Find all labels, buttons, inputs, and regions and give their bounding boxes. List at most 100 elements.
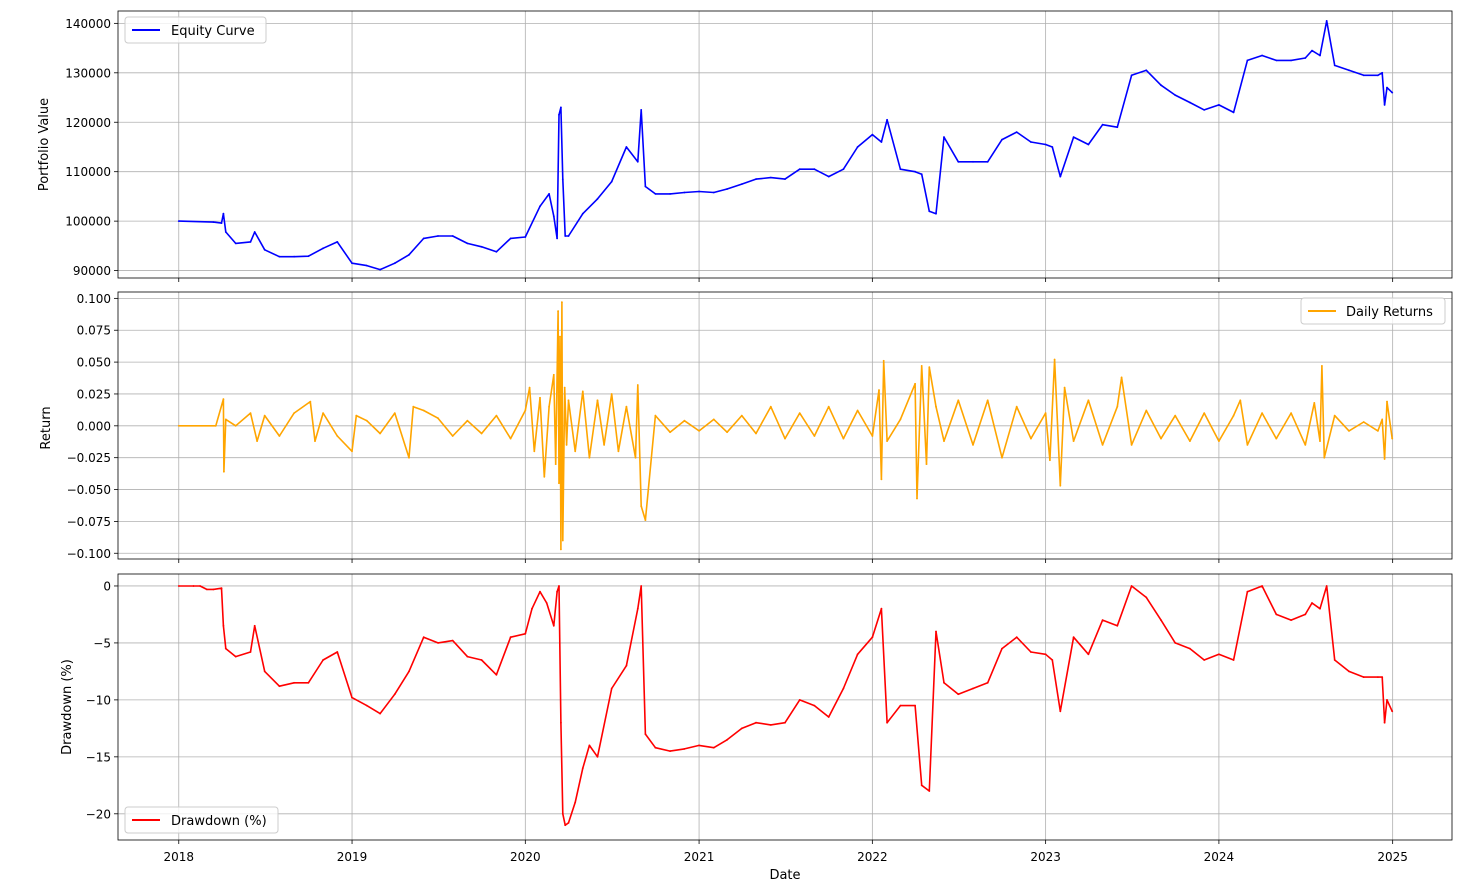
- drawdown-point-54: [726, 738, 728, 741]
- drawdown-point-23: [437, 642, 439, 644]
- returns-point-22: [422, 409, 425, 412]
- x-tick-label-2025: 2025: [1377, 850, 1408, 864]
- drawdown-point-71: [935, 630, 937, 633]
- drawdown-ylabel: Drawdown (%): [60, 659, 75, 755]
- returns-point-103: [1145, 409, 1148, 412]
- equity-point-53: [798, 168, 801, 171]
- returns-point-69: [813, 435, 816, 437]
- returns-point-108: [1218, 440, 1220, 442]
- returns-point-77: [886, 440, 888, 442]
- drawdown-point-6: [222, 624, 225, 627]
- equity-point-66: [943, 136, 945, 139]
- drawdown-point-58: [784, 721, 786, 724]
- returns-point-94: [1053, 358, 1056, 361]
- equity-point-87: [1232, 111, 1235, 114]
- returns-point-96: [1063, 386, 1066, 389]
- equity-point-35: [567, 235, 570, 237]
- returns-point-8: [263, 414, 266, 417]
- equity-point-16: [379, 268, 381, 271]
- returns-point-114: [1290, 412, 1292, 414]
- drawdown-point-18: [365, 704, 368, 707]
- returns-point-71: [842, 437, 845, 440]
- drawdown-point-73: [957, 693, 960, 696]
- returns-point-36: [554, 463, 557, 465]
- equity-point-1: [212, 221, 215, 224]
- equity-point-18: [408, 253, 410, 256]
- drawdown-point-98: [1304, 613, 1307, 616]
- equity-point-23: [480, 245, 483, 248]
- drawdown-point-92: [1218, 653, 1220, 656]
- equity-point-90: [1275, 59, 1278, 62]
- equity-point-57: [856, 146, 859, 148]
- equity-point-52: [784, 178, 786, 181]
- x-tick-label-2022: 2022: [857, 850, 888, 864]
- returns-point-78: [899, 418, 902, 421]
- returns-point-95: [1059, 484, 1062, 487]
- returns-xticks: [178, 559, 1394, 563]
- equity-point-6: [249, 241, 252, 243]
- drawdown-point-50: [669, 750, 671, 752]
- equity-point-24: [495, 250, 498, 253]
- drawdown-series: [177, 585, 1394, 827]
- returns-point-126: [1386, 400, 1388, 403]
- drawdown-point-10: [253, 624, 256, 627]
- returns-panel: −0.100 −0.075 −0.050 −0.025 0.000 0.025 0.050 0…: [39, 291, 1453, 563]
- returns-point-93: [1049, 459, 1051, 462]
- returns-point-40: [560, 548, 562, 551]
- drawdown-legend: Drawdown (%): [124, 806, 279, 834]
- drawdown-point-35: [558, 585, 560, 587]
- equity-point-89: [1261, 54, 1263, 57]
- equity-point-95: [1325, 20, 1328, 22]
- drawdown-point-38: [564, 824, 567, 827]
- returns-point-110: [1239, 399, 1242, 402]
- equity-point-80: [1130, 74, 1133, 77]
- equity-point-51: [769, 176, 772, 179]
- equity-point-5: [234, 242, 237, 245]
- drawdown-point-83: [1087, 653, 1090, 656]
- equity-point-10: [293, 255, 295, 258]
- drawdown-point-64: [871, 636, 874, 639]
- returns-point-70: [827, 405, 830, 408]
- equity-ytick-label-1: 100000: [65, 215, 111, 229]
- equity-point-73: [1044, 143, 1047, 146]
- equity-point-39: [625, 146, 628, 148]
- drawdown-point-62: [842, 687, 845, 690]
- equity-point-28: [548, 193, 550, 195]
- equity-point-0: [177, 220, 180, 223]
- equity-grid: [118, 11, 1452, 278]
- equity-point-15: [365, 264, 368, 267]
- equity-point-38: [610, 180, 613, 183]
- drawdown-point-39: [567, 822, 570, 824]
- returns-point-29: [524, 409, 527, 412]
- drawdown-xlabel: Date: [769, 868, 800, 883]
- drawdown-point-67: [899, 704, 902, 707]
- returns-point-84: [935, 405, 937, 408]
- returns-point-90: [1015, 405, 1018, 408]
- drawdown-point-91: [1203, 659, 1206, 661]
- drawdown-point-19: [379, 712, 381, 715]
- returns-point-44: [565, 444, 568, 446]
- drawdown-axes-frame: [117, 573, 1453, 841]
- returns-point-120: [1333, 414, 1336, 417]
- drawdown-point-76: [1001, 647, 1003, 650]
- drawdown-point-107: [1383, 721, 1386, 724]
- drawdown-point-7: [224, 647, 227, 650]
- drawdown-xticks: 2018 2019 2020 2021 2022 2023 2024 2025: [163, 840, 1408, 864]
- returns-point-124: [1381, 418, 1384, 421]
- equity-point-19: [422, 237, 425, 240]
- returns-point-38: [558, 482, 560, 485]
- drawdown-point-102: [1333, 659, 1336, 661]
- drawdown-yticks: −20 −15 −10 −5 0: [86, 579, 118, 821]
- drawdown-point-93: [1232, 659, 1235, 661]
- equity-point-49: [740, 183, 743, 186]
- returns-point-33: [543, 475, 546, 478]
- drawdown-point-97: [1290, 619, 1292, 621]
- returns-ytick-label-3: −0.025: [67, 451, 111, 465]
- equity-point-29: [552, 215, 555, 218]
- returns-point-109: [1232, 414, 1235, 417]
- equity-point-62: [914, 170, 916, 173]
- equity-point-22: [466, 242, 469, 245]
- returns-point-43: [563, 386, 566, 389]
- returns-point-1: [214, 424, 217, 427]
- drawdown-point-30: [531, 607, 533, 610]
